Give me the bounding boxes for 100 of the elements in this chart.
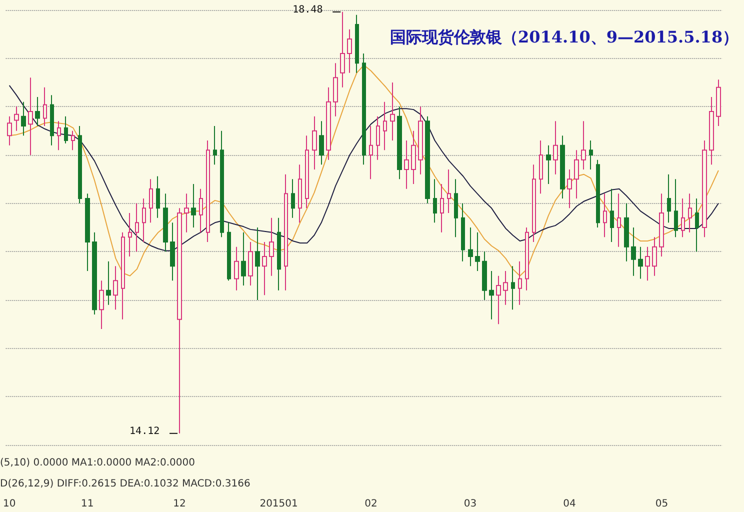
candlestick bbox=[489, 270, 494, 320]
candlestick bbox=[206, 140, 210, 242]
candlestick bbox=[312, 116, 317, 170]
candlestick bbox=[702, 140, 707, 238]
candlestick bbox=[135, 202, 139, 252]
candlestick bbox=[525, 227, 529, 291]
candlestick bbox=[482, 251, 487, 300]
candlestick bbox=[574, 150, 579, 199]
candlestick bbox=[163, 193, 168, 252]
candlestick bbox=[85, 193, 90, 272]
candlestick bbox=[305, 135, 309, 209]
candlestick bbox=[667, 174, 671, 224]
candlestick bbox=[546, 144, 551, 184]
candlestick bbox=[184, 193, 189, 233]
candlestick bbox=[603, 193, 607, 238]
candlestick bbox=[709, 96, 714, 166]
candlestick bbox=[347, 28, 352, 74]
candlestick bbox=[610, 188, 614, 242]
candlestick bbox=[589, 140, 593, 170]
candlestick bbox=[43, 86, 47, 126]
candlestick bbox=[560, 135, 565, 199]
candlestick bbox=[418, 106, 423, 175]
candlestick bbox=[333, 62, 338, 117]
text: D(26,12,9) DIFF:0.2615 DEA:0.1032 MACD:0.3166 bbox=[0, 478, 250, 490]
candlestick bbox=[397, 106, 402, 180]
candlestick bbox=[532, 164, 536, 242]
x-tick-label: 10 bbox=[2, 498, 16, 510]
x-tick-label: 201501 bbox=[260, 498, 298, 510]
candlestick bbox=[255, 227, 260, 300]
candlestick bbox=[475, 232, 480, 272]
candlestick bbox=[362, 53, 366, 166]
candlestick bbox=[14, 106, 19, 132]
candlestick bbox=[71, 130, 75, 151]
candlestick bbox=[92, 232, 97, 315]
candlestick bbox=[355, 14, 359, 74]
candlestick bbox=[57, 120, 61, 151]
candlestick bbox=[78, 126, 82, 204]
candlestick bbox=[631, 227, 636, 276]
candlestick bbox=[99, 280, 104, 330]
candlestick bbox=[149, 178, 153, 224]
candlestick bbox=[674, 178, 678, 238]
candlestick bbox=[716, 79, 721, 126]
candlestick bbox=[461, 202, 465, 262]
candlestick bbox=[121, 232, 125, 320]
candlestick bbox=[64, 116, 68, 144]
candlestick bbox=[617, 193, 621, 248]
candlestick bbox=[567, 169, 572, 209]
candlestick bbox=[447, 169, 451, 214]
candlestick bbox=[227, 222, 231, 282]
candlestick bbox=[553, 120, 558, 175]
candlestick bbox=[284, 174, 288, 291]
candlestick bbox=[688, 193, 692, 233]
candlestick bbox=[645, 246, 650, 282]
candlestick bbox=[518, 260, 522, 306]
candlestick bbox=[659, 193, 664, 257]
candlestick bbox=[213, 126, 217, 166]
candlestick bbox=[199, 188, 203, 233]
candlestick bbox=[596, 159, 600, 228]
candlestick bbox=[340, 11, 345, 88]
candlestick bbox=[326, 86, 331, 160]
text: (5,10) 0.0000 MA1:0.0000 MA2:0.0000 bbox=[0, 458, 195, 468]
candlestick bbox=[319, 120, 324, 166]
candlestick bbox=[624, 202, 629, 262]
candlestick bbox=[390, 82, 395, 141]
candlestick bbox=[241, 232, 246, 286]
x-tick-label: 05 bbox=[655, 498, 668, 510]
candlestick bbox=[511, 266, 515, 310]
candlestick bbox=[28, 77, 33, 156]
candlestick bbox=[496, 275, 501, 325]
candlestick bbox=[638, 246, 643, 280]
candlestick bbox=[128, 212, 132, 257]
candlestick bbox=[50, 94, 54, 146]
candlestick bbox=[539, 140, 543, 194]
candlestick bbox=[298, 164, 302, 224]
candlestick bbox=[369, 126, 373, 180]
candlestick bbox=[7, 116, 12, 146]
x-tick-label: 04 bbox=[563, 498, 576, 510]
candlestick bbox=[695, 198, 699, 252]
candlestick bbox=[220, 130, 224, 238]
candlestick bbox=[269, 217, 274, 276]
candlestick bbox=[454, 178, 458, 238]
candlestick bbox=[113, 266, 118, 310]
candlestick bbox=[440, 184, 444, 233]
candlestick bbox=[177, 208, 182, 434]
candlestick bbox=[376, 116, 380, 160]
annotation: 18.48 bbox=[292, 4, 323, 16]
candlestick bbox=[468, 227, 473, 267]
candlestick bbox=[170, 222, 175, 282]
annotation: 14.12 bbox=[130, 426, 160, 437]
candlestick bbox=[433, 178, 437, 224]
candlestick bbox=[581, 120, 586, 170]
candlestick bbox=[106, 260, 111, 306]
x-tick-label: 11 bbox=[80, 498, 94, 510]
x-tick-label: 02 bbox=[364, 498, 378, 510]
candlestick bbox=[262, 242, 267, 296]
candlestick bbox=[404, 140, 409, 190]
candlestick bbox=[21, 101, 26, 136]
candlestick bbox=[652, 236, 657, 276]
candlestick bbox=[291, 178, 295, 218]
candlestick bbox=[681, 198, 685, 238]
